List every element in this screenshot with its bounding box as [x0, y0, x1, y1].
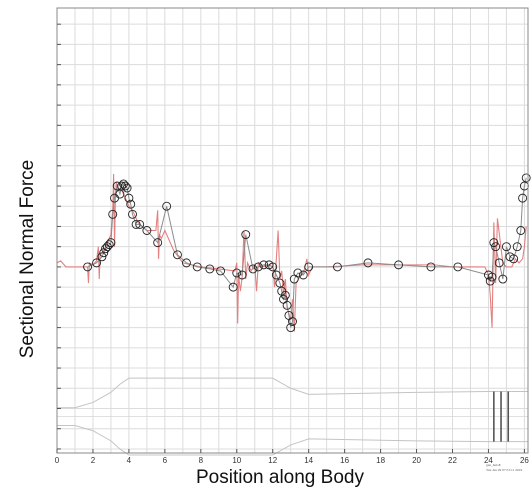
data-point	[518, 193, 528, 203]
data-point	[259, 260, 269, 270]
data-point	[516, 226, 526, 235]
body-outline-bottom	[57, 424, 528, 456]
data-point	[142, 226, 152, 235]
data-point	[205, 264, 215, 274]
data-point	[304, 262, 314, 272]
x-axis-label: Position along Body	[196, 467, 364, 488]
data-point	[363, 258, 373, 268]
data-point	[135, 219, 145, 229]
data-point	[288, 317, 297, 326]
data-point	[216, 266, 226, 276]
data-point	[106, 238, 116, 248]
data-point	[298, 270, 308, 280]
data-point	[92, 258, 101, 268]
x-tick-label: 18	[376, 456, 385, 465]
x-tick-label: 26	[520, 456, 529, 465]
data-point	[491, 242, 501, 252]
data-point	[498, 274, 508, 284]
data-point	[228, 282, 238, 292]
x-tick-label: 4	[127, 456, 132, 465]
data-point	[268, 262, 278, 272]
axis-ticks: 0 2 4 6 8 10 12 14 16 18 20 22 24 26	[55, 23, 529, 465]
data-point	[117, 181, 127, 191]
x-tick-label: 14	[304, 456, 313, 465]
plot-frame	[56, 7, 529, 454]
data-point	[275, 278, 285, 288]
data-point	[126, 199, 136, 209]
x-tick-label: 8	[199, 456, 204, 465]
data-point	[131, 219, 141, 229]
data-point	[172, 250, 182, 260]
data-point	[512, 242, 522, 252]
data-point	[104, 240, 114, 250]
data-point	[332, 262, 342, 272]
data-point	[248, 264, 258, 274]
stamp-line-1: gen_haGE	[486, 463, 501, 467]
x-tick-label: 12	[268, 456, 277, 465]
x-tick-label: 2	[91, 456, 96, 465]
stamp-line-2: Tue Jan 29 07:51:11 2019	[486, 468, 523, 472]
x-tick-label: 20	[412, 456, 421, 465]
y-axis-label: Sectional Normal Force	[17, 159, 38, 359]
series-red-line	[56, 173, 527, 332]
x-tick-label: 22	[448, 456, 457, 465]
body-profile	[57, 377, 528, 456]
data-point	[271, 270, 281, 280]
data-point	[153, 238, 163, 248]
data-point	[286, 323, 296, 333]
data-point	[489, 238, 499, 248]
data-point	[162, 201, 172, 211]
data-point	[394, 260, 404, 270]
data-point	[494, 258, 504, 268]
data-point	[485, 276, 495, 286]
data-point	[181, 258, 191, 268]
x-tick-label: 0	[55, 456, 60, 465]
data-point	[192, 262, 202, 272]
data-point	[487, 272, 497, 282]
data-point	[120, 181, 130, 191]
data-point	[124, 193, 134, 203]
data-point	[453, 262, 463, 272]
x-tick-label: 10	[232, 456, 241, 465]
data-point	[426, 262, 436, 272]
data-point	[83, 262, 93, 272]
data-point	[115, 189, 125, 199]
data-point	[521, 173, 531, 183]
timestamp-stamp: gen_haGE Tue Jan 29 07:51:11 2019	[486, 463, 522, 473]
data-series	[56, 173, 531, 333]
data-point	[280, 290, 290, 300]
data-point	[237, 270, 247, 280]
data-point	[293, 268, 303, 278]
x-tick-label: 6	[163, 456, 168, 465]
data-point	[122, 183, 132, 193]
data-point	[128, 209, 137, 219]
data-point	[241, 230, 251, 239]
data-point	[282, 300, 292, 310]
x-tick-label: 16	[340, 456, 349, 465]
grid-lines	[56, 8, 528, 453]
body-outline-top	[57, 377, 528, 409]
series-gray-line	[87, 177, 527, 328]
data-point	[108, 209, 118, 219]
data-point	[253, 262, 263, 272]
x-tick-label: 24	[484, 456, 493, 465]
data-point	[501, 242, 511, 252]
data-point	[97, 252, 107, 262]
data-point	[232, 268, 242, 278]
data-point	[509, 254, 519, 264]
